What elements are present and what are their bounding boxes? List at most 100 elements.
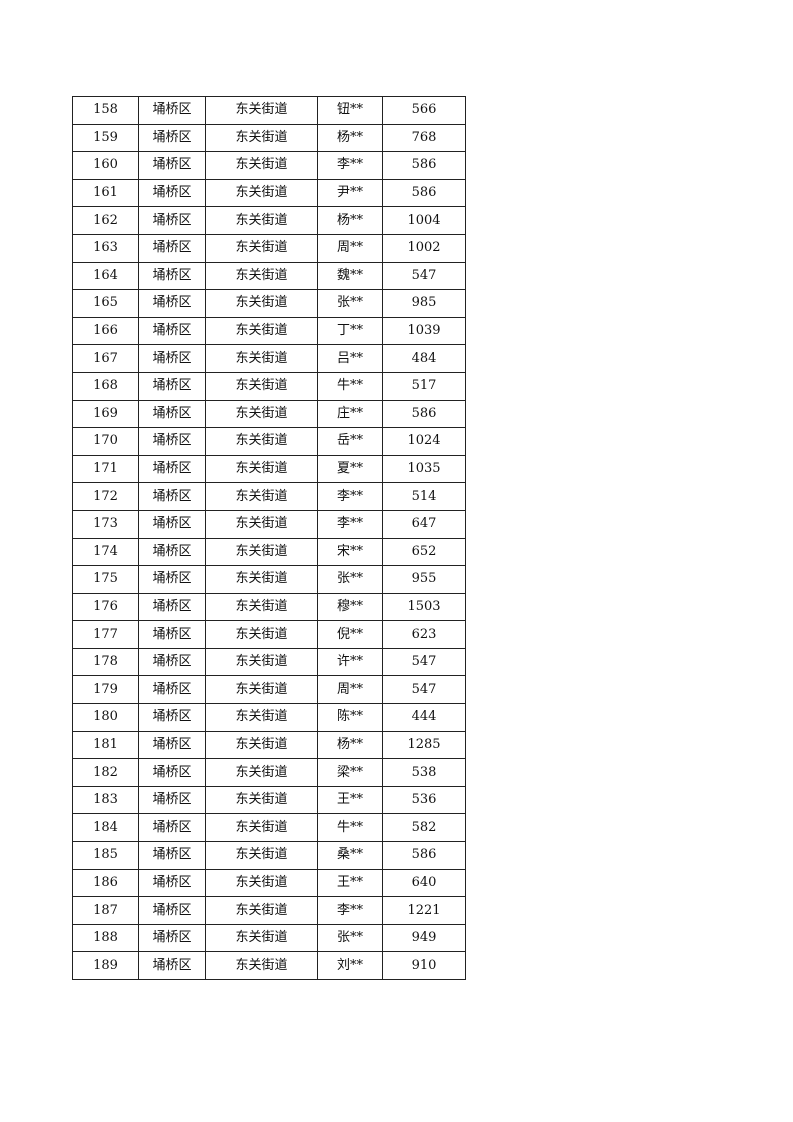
row-number-cell: 179 (72, 675, 139, 705)
amount-cell: 949 (382, 923, 466, 953)
table-row: 177 埇桥区 东关街道 倪** 623 (72, 620, 466, 649)
district-cell: 埇桥区 (138, 151, 206, 180)
amount-cell: 768 (382, 123, 466, 153)
amount-cell: 517 (382, 371, 466, 401)
records-table-body: 158 埇桥区 东关街道 钮** 566 159 埇桥区 东关街道 杨** 768 160 埇桥区 东关… (72, 96, 466, 980)
name-cell: 张** (317, 923, 383, 953)
street-cell: 东关街道 (205, 785, 318, 815)
table-row: 182 埇桥区 东关街道 梁** 538 (72, 758, 466, 787)
amount-cell: 586 (382, 178, 466, 208)
amount-cell: 623 (382, 620, 466, 649)
street-cell: 东关街道 (205, 813, 318, 843)
table-row: 172 埇桥区 东关街道 李** 514 (72, 482, 466, 511)
street-cell: 东关街道 (205, 620, 318, 649)
district-cell: 埇桥区 (138, 427, 206, 456)
table-row: 171 埇桥区 东关街道 夏** 1035 (72, 454, 466, 484)
table-row: 164 埇桥区 东关街道 魏** 547 (72, 261, 466, 291)
district-cell: 埇桥区 (138, 647, 206, 677)
table-row: 169 埇桥区 东关街道 庄** 586 (72, 399, 466, 429)
row-number-cell: 159 (72, 123, 139, 153)
name-cell: 岳** (317, 427, 383, 456)
row-number-cell: 161 (72, 178, 139, 208)
street-cell: 东关街道 (205, 592, 318, 622)
street-cell: 东关街道 (205, 316, 318, 346)
district-cell: 埇桥区 (138, 399, 206, 429)
street-cell: 东关街道 (205, 289, 318, 318)
amount-cell: 1039 (382, 316, 466, 346)
table-row: 181 埇桥区 东关街道 杨** 1285 (72, 730, 466, 760)
name-cell: 杨** (317, 123, 383, 153)
district-cell: 埇桥区 (138, 813, 206, 843)
street-cell: 东关街道 (205, 454, 318, 484)
table-row: 185 埇桥区 东关街道 桑** 586 (72, 841, 466, 870)
district-cell: 埇桥区 (138, 675, 206, 705)
name-cell: 许** (317, 647, 383, 677)
table-row: 158 埇桥区 东关街道 钮** 566 (72, 96, 466, 125)
amount-cell: 652 (382, 537, 466, 567)
street-cell: 东关街道 (205, 675, 318, 705)
table-row: 186 埇桥区 东关街道 王** 640 (72, 868, 466, 898)
table-row: 162 埇桥区 东关街道 杨** 1004 (72, 206, 466, 235)
street-cell: 东关街道 (205, 537, 318, 567)
amount-cell: 1004 (382, 206, 466, 235)
row-number-cell: 188 (72, 923, 139, 953)
table-row: 188 埇桥区 东关街道 张** 949 (72, 923, 466, 953)
name-cell: 庄** (317, 399, 383, 429)
street-cell: 东关街道 (205, 371, 318, 401)
table-row: 184 埇桥区 东关街道 牛** 582 (72, 813, 466, 843)
row-number-cell: 185 (72, 841, 139, 870)
row-number-cell: 176 (72, 592, 139, 622)
amount-cell: 536 (382, 785, 466, 815)
district-cell: 埇桥区 (138, 951, 206, 980)
name-cell: 倪** (317, 620, 383, 649)
name-cell: 桑** (317, 841, 383, 870)
street-cell: 东关街道 (205, 896, 318, 925)
table-row: 170 埇桥区 东关街道 岳** 1024 (72, 427, 466, 456)
district-cell: 埇桥区 (138, 730, 206, 760)
street-cell: 东关街道 (205, 647, 318, 677)
amount-cell: 640 (382, 868, 466, 898)
row-number-cell: 165 (72, 289, 139, 318)
row-number-cell: 160 (72, 151, 139, 180)
name-cell: 夏** (317, 454, 383, 484)
street-cell: 东关街道 (205, 482, 318, 511)
street-cell: 东关街道 (205, 868, 318, 898)
district-cell: 埇桥区 (138, 923, 206, 953)
name-cell: 魏** (317, 261, 383, 291)
table-row: 173 埇桥区 东关街道 李** 647 (72, 509, 466, 539)
name-cell: 宋** (317, 537, 383, 567)
row-number-cell: 183 (72, 785, 139, 815)
street-cell: 东关街道 (205, 399, 318, 429)
table-row: 166 埇桥区 东关街道 丁** 1039 (72, 316, 466, 346)
name-cell: 陈** (317, 703, 383, 732)
amount-cell: 1285 (382, 730, 466, 760)
name-cell: 杨** (317, 206, 383, 235)
amount-cell: 547 (382, 675, 466, 705)
table-row: 163 埇桥区 东关街道 周** 1002 (72, 233, 466, 263)
street-cell: 东关街道 (205, 178, 318, 208)
district-cell: 埇桥区 (138, 537, 206, 567)
district-cell: 埇桥区 (138, 785, 206, 815)
district-cell: 埇桥区 (138, 454, 206, 484)
amount-cell: 1035 (382, 454, 466, 484)
row-number-cell: 181 (72, 730, 139, 760)
district-cell: 埇桥区 (138, 565, 206, 594)
street-cell: 东关街道 (205, 730, 318, 760)
district-cell: 埇桥区 (138, 592, 206, 622)
name-cell: 刘** (317, 951, 383, 980)
table-row: 168 埇桥区 东关街道 牛** 517 (72, 371, 466, 401)
name-cell: 钮** (317, 96, 383, 125)
row-number-cell: 162 (72, 206, 139, 235)
row-number-cell: 166 (72, 316, 139, 346)
amount-cell: 1503 (382, 592, 466, 622)
amount-cell: 1024 (382, 427, 466, 456)
amount-cell: 566 (382, 96, 466, 125)
district-cell: 埇桥区 (138, 841, 206, 870)
name-cell: 王** (317, 785, 383, 815)
table-row: 176 埇桥区 东关街道 穆** 1503 (72, 592, 466, 622)
street-cell: 东关街道 (205, 233, 318, 263)
district-cell: 埇桥区 (138, 316, 206, 346)
amount-cell: 586 (382, 399, 466, 429)
street-cell: 东关街道 (205, 151, 318, 180)
amount-cell: 582 (382, 813, 466, 843)
